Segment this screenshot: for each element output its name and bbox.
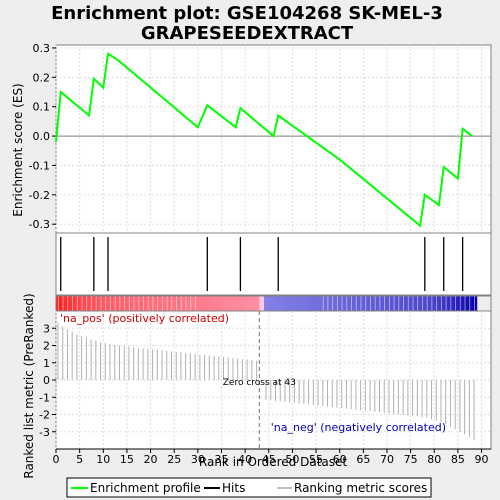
x-tick-label: 35 [214,453,228,466]
x-tick-label: 55 [309,453,323,466]
colorbar-segment [245,296,251,311]
ranking-metric-bars [57,323,475,441]
es-panel [55,44,492,234]
colorbar-segment [202,296,208,311]
colorbar-segment [259,296,265,311]
chart-title-line1: Enrichment plot: GSE104268 SK-MEL-3 [51,3,443,24]
metric-tick-label: 2 [43,340,50,353]
metric-tick-label: 0 [43,374,50,387]
legend-enrichment-label: Enrichment profile [90,481,201,495]
x-tick-label: 0 [53,453,60,466]
x-tick-label: 20 [144,453,158,466]
es-tick-label: -0.1 [29,159,50,172]
metric-tick-label: -1 [39,391,50,404]
colorbar-segment [316,296,322,311]
colorbar-segment [301,296,307,311]
metric-tick-label: -3 [39,426,50,439]
metric-tick-label: -2 [39,409,50,422]
metric-tick-label: 3 [43,322,50,335]
colorbar-segment [268,296,274,311]
colorbar-segment [297,296,303,311]
colorbar-segment [287,296,293,311]
x-tick-label: 15 [120,453,134,466]
colorbar-segment [278,296,284,311]
colorbar-segment [221,296,227,311]
x-tick-label: 70 [380,453,394,466]
colorbar-segment [264,296,270,311]
colorbar-segment [235,296,241,311]
es-tick-label: 0.0 [33,130,51,143]
hits-panel [55,232,492,296]
negative-correlation-label: 'na_neg' (negatively correlated) [271,421,446,434]
hits-layer [60,237,464,291]
es-tick-label: 0.3 [33,42,51,55]
x-tick-label: 50 [285,453,299,466]
x-tick-label: 80 [427,453,441,466]
x-tick-label: 60 [333,453,347,466]
colorbar-segment [254,296,260,311]
zero-cross-label: Zero cross at 43 [223,378,296,388]
colorbar-segment [207,296,213,311]
colorbar-segment [212,296,218,311]
enrichment-profile-line [55,52,473,228]
es-tick-label: -0.2 [29,189,50,202]
colorbar-segment [292,296,298,311]
x-tick-label: 40 [238,453,252,466]
es-tick-label: 0.1 [33,101,51,114]
x-tick-label: 85 [451,453,465,466]
x-tick-label: 10 [96,453,110,466]
es-axis-label: Enrichment score (ES) [11,83,25,216]
colorbar-segment [249,296,255,311]
colorbar-segment [230,296,237,311]
x-tick-label: 75 [404,453,418,466]
legend-metric-label: Ranking metric scores [294,481,427,495]
x-tick-label: 5 [76,453,83,466]
x-tick-label: 25 [167,453,181,466]
x-tick-label: 65 [356,453,370,466]
x-axis-label: Rank in Ordered Dataset [199,455,347,469]
metric-axis: -3 -2 -1 0 1 2 3 [39,322,56,439]
colorbar-segment [311,296,317,311]
colorbar-segment [216,296,222,311]
metric-tick-label: 1 [43,357,50,370]
legend-box [66,477,432,498]
colorbar-segment [240,296,246,311]
x-tick-label: 45 [262,453,276,466]
metric-grid [55,311,491,449]
positive-correlation-label: 'na_pos' (positively correlated) [60,312,229,325]
colorbar-segment [273,296,279,311]
es-tick-label: 0.2 [33,71,51,84]
colorbar-segment [197,296,203,311]
colorbar-segment [282,296,289,311]
colorbar-segment [226,296,232,311]
legend-hits-label: Hits [222,481,245,495]
x-tick-label: 30 [191,453,205,466]
es-tick-label: -0.3 [29,218,50,231]
x-tick-label: 90 [475,453,489,466]
colorbar-segment [306,296,312,311]
x-axis: 0 5 10 15 20 25 30 35 40 45 50 55 60 65 70 75 80 85 90 [53,448,491,466]
es-axis: -0.3 -0.2 -0.1 0.0 0.1 0.2 0.3 [29,42,56,231]
chart-title-line2: GRAPESEEDEXTRACT [141,23,354,44]
metric-axis-label: Ranked list metric (PreRanked) [22,293,36,478]
rank-colorbar [55,295,492,312]
